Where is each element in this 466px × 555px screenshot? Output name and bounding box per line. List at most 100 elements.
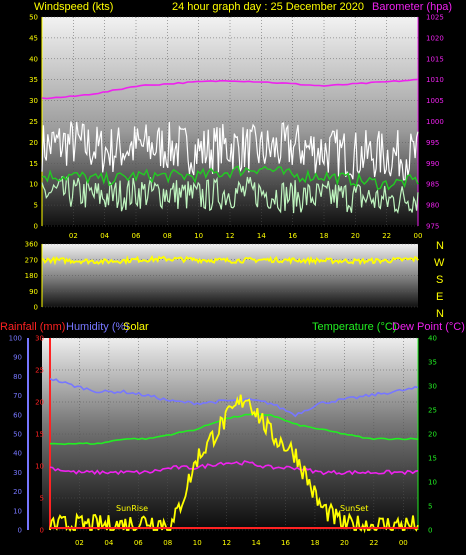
windspeed-axis-title: Windspeed (kts) <box>34 1 113 13</box>
humidity-y-tick: 20 <box>13 488 22 496</box>
humidity-y-tick: 70 <box>13 392 22 400</box>
wind-x-tick: 02 <box>69 232 78 240</box>
dewpoint-axis-title: Dew Point (°C) <box>392 321 465 333</box>
wind-x-tick: 12 <box>226 232 235 240</box>
wind-panel-bg <box>42 17 418 225</box>
temperature-y-tick: 25 <box>428 407 437 415</box>
wind-y-tick: 15 <box>29 160 38 168</box>
humidity-y-tick: 10 <box>13 507 22 515</box>
data-series <box>41 78 419 534</box>
climate-x-tick: 08 <box>163 539 172 547</box>
dir-y-tick: 360 <box>25 241 38 249</box>
wind-x-tick: 22 <box>382 232 391 240</box>
axis-ticks: 0510152025303540455097598098599099510001… <box>9 14 444 548</box>
rain-y-tick: 0 <box>40 527 44 535</box>
baro-y-tick: 1025 <box>426 14 444 22</box>
wind-gust-line <box>41 121 419 181</box>
temperature-y-tick: 0 <box>428 527 432 535</box>
humidity-y-tick: 100 <box>9 335 22 343</box>
dir-y-tick: 90 <box>29 288 38 296</box>
wind-y-tick: 50 <box>29 14 38 22</box>
rain-y-tick: 15 <box>35 431 44 439</box>
solar-line <box>49 394 419 534</box>
direction-panel-bg <box>42 244 418 307</box>
climate-x-tick: 00 <box>399 539 408 547</box>
humidity-y-tick: 80 <box>13 373 22 381</box>
baro-y-tick: 985 <box>426 181 439 189</box>
humidity-y-tick: 50 <box>13 431 22 439</box>
wind-x-tick: 10 <box>194 232 203 240</box>
climate-x-tick: 14 <box>252 539 261 547</box>
wind-x-tick: 04 <box>100 232 109 240</box>
temperature-y-tick: 20 <box>428 431 437 439</box>
temperature-line <box>49 413 419 446</box>
climate-x-tick: 16 <box>281 539 290 547</box>
temperature-axis-title: Temperature (°C) <box>312 321 396 333</box>
baro-y-tick: 980 <box>426 202 439 210</box>
climate-x-tick: 20 <box>340 539 349 547</box>
compass-labels: N W S E N <box>434 240 445 320</box>
compass-e: E <box>436 291 443 303</box>
rainfall-axis-title: Rainfall (mm) <box>0 321 65 333</box>
sunset-label: SunSet <box>340 504 368 513</box>
wind-y-tick: 25 <box>29 118 38 126</box>
wind-y-tick: 40 <box>29 55 38 63</box>
baro-y-tick: 1015 <box>426 55 444 63</box>
wind-x-tick: 00 <box>414 232 423 240</box>
temperature-y-tick: 30 <box>428 383 437 391</box>
baro-y-tick: 995 <box>426 139 439 147</box>
wind-x-tick: 08 <box>163 232 172 240</box>
wind-y-tick: 45 <box>29 34 38 42</box>
rain-y-tick: 10 <box>35 463 44 471</box>
humidity-y-tick: 0 <box>18 527 22 535</box>
rain-y-tick: 30 <box>35 335 44 343</box>
wind-y-tick: 5 <box>34 202 38 210</box>
humidity-y-tick: 40 <box>13 450 22 458</box>
wind-x-tick: 20 <box>351 232 360 240</box>
wind-x-tick: 18 <box>320 232 329 240</box>
compass-n-bottom: N <box>436 308 444 320</box>
climate-x-tick: 10 <box>193 539 202 547</box>
rain-y-tick: 20 <box>35 399 44 407</box>
climate-x-tick: 18 <box>310 539 319 547</box>
baro-y-tick: 975 <box>426 223 439 231</box>
wind-direction-line <box>41 254 419 266</box>
humidity-line <box>49 377 419 418</box>
baro-y-tick: 1010 <box>426 76 444 84</box>
humidity-y-tick: 60 <box>13 411 22 419</box>
dir-y-tick: 270 <box>25 256 38 264</box>
humidity-y-tick: 90 <box>13 354 22 362</box>
climate-x-tick: 02 <box>75 539 84 547</box>
rain-y-tick: 5 <box>40 495 44 503</box>
compass-s: S <box>436 274 443 286</box>
humidity-y-tick: 30 <box>13 469 22 477</box>
compass-w: W <box>434 257 445 269</box>
wind-avg-line <box>41 165 419 191</box>
sunrise-label: SunRise <box>116 504 148 513</box>
barometer-line <box>41 78 419 100</box>
wind-y-tick: 35 <box>29 76 38 84</box>
dir-y-tick: 0 <box>34 304 38 312</box>
rain-y-tick: 25 <box>35 367 44 375</box>
climate-x-tick: 04 <box>104 539 113 547</box>
wind-x-tick: 16 <box>288 232 297 240</box>
barometer-axis-title: Barometer (hpa) <box>372 1 452 13</box>
temperature-y-tick: 5 <box>428 503 432 511</box>
dir-y-tick: 180 <box>25 272 38 280</box>
baro-y-tick: 1020 <box>426 34 444 42</box>
baro-y-tick: 1005 <box>426 97 444 105</box>
baro-y-tick: 1000 <box>426 118 444 126</box>
solar-legend: Solar <box>123 321 149 333</box>
wind-x-tick: 06 <box>132 232 141 240</box>
humidity-axis-title: Humidity (%) <box>66 321 129 333</box>
baro-y-tick: 990 <box>426 160 439 168</box>
compass-n-top: N <box>436 240 444 252</box>
wind-min-line <box>41 175 419 214</box>
wind-x-tick: 14 <box>257 232 266 240</box>
climate-x-tick: 12 <box>222 539 231 547</box>
wind-y-tick: 10 <box>29 181 38 189</box>
chart-title: 24 hour graph day : 25 December 2020 <box>172 1 364 13</box>
temperature-y-tick: 15 <box>428 455 437 463</box>
